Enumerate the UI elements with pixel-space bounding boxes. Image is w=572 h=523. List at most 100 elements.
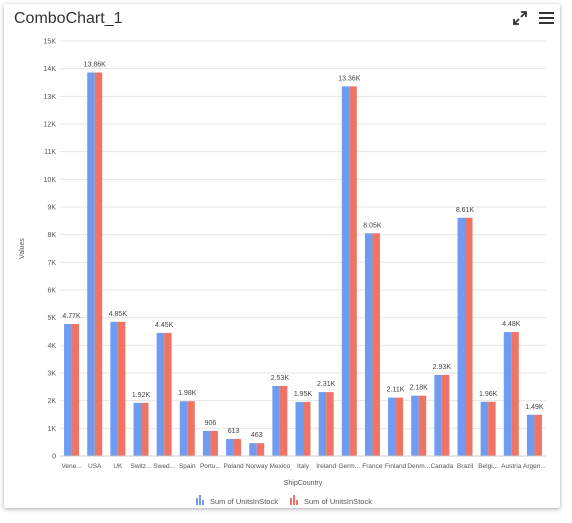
bar-blue-13[interactable]	[364, 233, 373, 456]
x-tick-label: USA	[88, 463, 102, 470]
data-label: 13.86K	[84, 62, 107, 69]
x-tick-label: France	[362, 463, 383, 470]
bar-blue-17[interactable]	[457, 217, 466, 456]
bar-blue-18[interactable]	[480, 401, 489, 456]
bar-red-5[interactable]	[187, 401, 195, 456]
data-label: 8.61K	[456, 207, 475, 214]
bar-red-20[interactable]	[534, 414, 542, 456]
y-tick-label: 2K	[47, 398, 56, 405]
bar-red-7[interactable]	[233, 439, 242, 456]
y-tick-label: 12K	[44, 122, 57, 129]
y-tick-label: 15K	[44, 39, 57, 46]
bar-blue-4[interactable]	[156, 332, 165, 456]
bar-blue-10[interactable]	[295, 402, 304, 456]
data-label: 1.49K	[525, 404, 544, 411]
bar-chart-icon	[196, 495, 204, 505]
bars	[64, 72, 542, 456]
bar-blue-14[interactable]	[388, 397, 396, 456]
data-label: 2.11K	[387, 387, 405, 394]
data-label: 1.98K	[178, 390, 197, 397]
bar-blue-7[interactable]	[226, 439, 234, 456]
y-tick-label: 14K	[44, 66, 57, 73]
bar-red-2[interactable]	[117, 321, 126, 456]
bar-red-6[interactable]	[210, 430, 218, 456]
bar-blue-9[interactable]	[272, 386, 280, 456]
x-tick-label: Argen...	[523, 463, 546, 470]
x-tick-label: Vene...	[61, 463, 81, 470]
bar-blue-5[interactable]	[179, 401, 188, 456]
data-label: 1.96K	[479, 391, 498, 398]
y-tick-label: 5K	[47, 315, 56, 322]
y-axis-ticks: 0 1K 2K 3K 4K 5K 6K 7K 8K 9K 10K 11K 12K 13K 14K 15K	[44, 39, 57, 461]
data-label: 4.77K	[62, 313, 81, 320]
legend-item[interactable]: Sum of UnitsInStock	[290, 495, 372, 506]
bar-red-19[interactable]	[511, 332, 519, 456]
expand-icon[interactable]	[512, 10, 528, 26]
x-tick-label: Austria	[501, 463, 522, 470]
x-tick-label: UK	[113, 463, 123, 470]
y-tick-label: 11K	[44, 149, 56, 156]
bar-blue-19[interactable]	[503, 332, 512, 456]
bar-red-8[interactable]	[256, 443, 265, 456]
x-tick-label: Norway	[246, 463, 269, 470]
bar-red-15[interactable]	[418, 395, 427, 456]
data-labels: 4.77K 13.86K 4.85K 1.92K 4.45K 1.98K 906 613 463…	[62, 62, 543, 440]
data-label: 4.48K	[502, 321, 521, 328]
x-tick-label: Brazil	[457, 463, 474, 470]
y-tick-label: 7K	[47, 260, 56, 267]
x-tick-label: Belgi...	[478, 463, 498, 470]
bar-red-14[interactable]	[395, 397, 404, 456]
data-label: 1.95K	[294, 391, 313, 398]
x-tick-label: Germ...	[338, 463, 360, 470]
bar-red-9[interactable]	[279, 386, 288, 456]
x-tick-label: Denm...	[407, 463, 430, 470]
data-label: 463	[251, 432, 263, 439]
data-label: 2.31K	[317, 381, 336, 388]
x-axis-ticks: Vene... USA UK Switz... Swed... Spain Portu...…	[61, 463, 546, 470]
y-tick-label: 1K	[47, 426, 56, 433]
y-tick-label: 4K	[47, 343, 56, 350]
bar-blue-0[interactable]	[64, 324, 72, 456]
bar-blue-3[interactable]	[133, 402, 142, 456]
bar-red-17[interactable]	[465, 217, 473, 456]
y-tick-label: 3K	[47, 371, 56, 378]
bar-red-3[interactable]	[141, 402, 149, 456]
bar-blue-12[interactable]	[341, 86, 350, 456]
data-label: 613	[228, 428, 240, 435]
bar-red-11[interactable]	[326, 392, 334, 456]
y-tick-label: 8K	[47, 232, 56, 239]
x-tick-label: Mexico	[270, 463, 291, 470]
bar-blue-20[interactable]	[526, 414, 535, 456]
legend-item[interactable]: Sum of UnitsInStock	[196, 495, 278, 506]
hamburger-menu-icon[interactable]	[538, 10, 554, 26]
x-tick-label: Portu...	[200, 463, 221, 470]
x-axis-title: ShipCountry	[284, 480, 323, 487]
bar-red-10[interactable]	[303, 402, 311, 456]
data-label: 2.18K	[410, 385, 429, 392]
y-axis-title: Values	[19, 238, 26, 259]
legend-label: Sum of UnitsInStock	[304, 497, 372, 506]
x-tick-label: Finland	[385, 463, 407, 470]
bar-blue-15[interactable]	[411, 395, 419, 456]
y-tick-label: 9K	[47, 205, 56, 212]
bar-red-12[interactable]	[349, 86, 357, 456]
x-tick-label: Spain	[179, 463, 196, 470]
bar-red-16[interactable]	[441, 374, 450, 456]
data-label: 2.93K	[433, 364, 452, 371]
bar-red-1[interactable]	[94, 72, 103, 456]
bar-blue-1[interactable]	[87, 72, 95, 456]
bar-blue-11[interactable]	[318, 392, 327, 456]
bar-red-4[interactable]	[164, 332, 172, 456]
bar-red-0[interactable]	[71, 324, 80, 456]
bar-red-13[interactable]	[372, 233, 380, 456]
bar-blue-8[interactable]	[249, 443, 257, 456]
bar-blue-16[interactable]	[434, 374, 442, 456]
bar-red-18[interactable]	[488, 401, 496, 456]
bar-blue-6[interactable]	[202, 430, 211, 456]
chart-toolbar	[512, 10, 554, 26]
data-label: 4.45K	[155, 322, 174, 329]
data-label: 13.36K	[338, 75, 361, 82]
chart-legend: Sum of UnitsInStock Sum of UnitsInStock	[196, 495, 372, 506]
bar-blue-2[interactable]	[110, 321, 118, 456]
x-tick-label: Swed...	[153, 463, 175, 470]
